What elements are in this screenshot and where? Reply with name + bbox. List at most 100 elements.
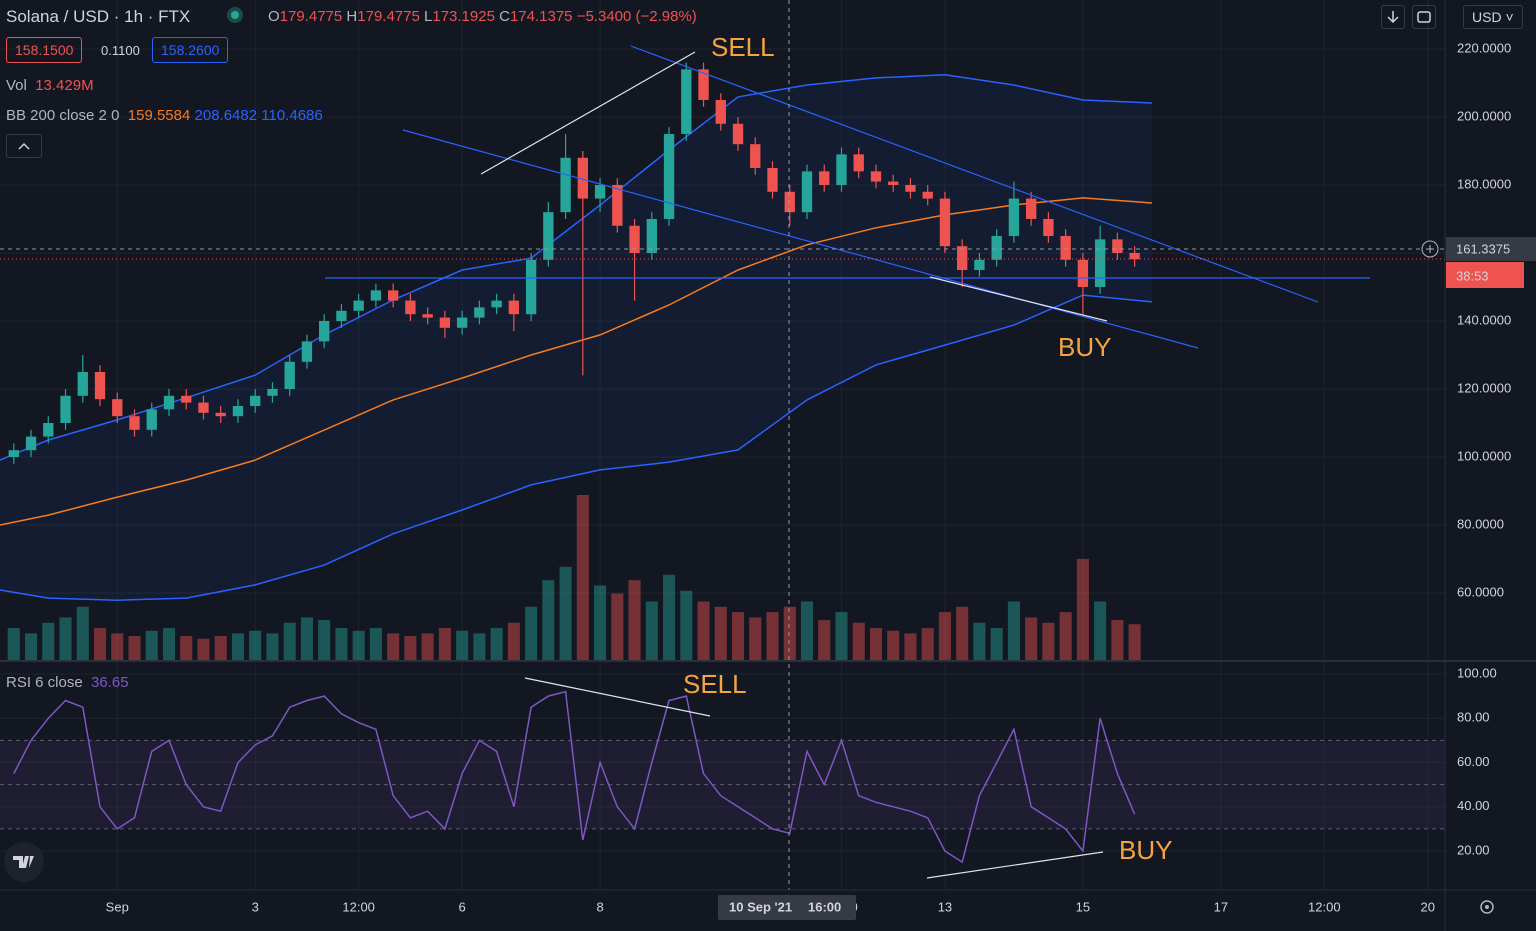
divergence-line: [480, 51, 696, 175]
candle-body: [60, 395, 71, 423]
drawings: SELL BUY SELL BUY: [325, 32, 1370, 879]
rsi-tick-label: 60.00: [1457, 754, 1490, 769]
volume-bar: [456, 630, 469, 660]
candle-body: [974, 259, 985, 270]
candle-body: [77, 371, 88, 396]
o-label: O: [268, 8, 280, 25]
download-button[interactable]: [1381, 5, 1405, 29]
candles: [8, 62, 1140, 464]
candle-body: [888, 181, 899, 185]
candle-body: [681, 69, 692, 134]
fullscreen-icon: [1417, 11, 1431, 23]
crosshair-time: 16:00: [808, 899, 841, 914]
x-tick-label: Sep: [106, 899, 129, 914]
candle-body: [94, 371, 106, 400]
annotation: BUY: [1058, 332, 1111, 362]
candle-body: [284, 361, 295, 389]
interval: 1h: [124, 7, 144, 26]
volume-bar: [783, 606, 796, 660]
candle-body: [387, 290, 399, 301]
last-price-box: [1446, 262, 1524, 288]
volume-bar: [594, 585, 607, 660]
download-icon: [1387, 11, 1399, 24]
close: 174.1375: [509, 8, 573, 25]
symbol: Solana / USD: [6, 7, 109, 26]
volume-bar: [1076, 558, 1089, 660]
market-status[interactable]: [227, 7, 243, 23]
candle-body: [577, 157, 589, 199]
band-fill: [0, 74, 1152, 601]
candle-body: [422, 314, 433, 318]
volume-bar: [404, 636, 417, 660]
volume-bar: [438, 628, 451, 660]
volume-bar: [507, 622, 520, 660]
axis-labels: 161.3375 38:53 10 Sep '21 16:00: [4, 237, 1536, 920]
spread: 0.1100: [101, 43, 140, 58]
settings-button[interactable]: [1480, 900, 1494, 914]
currency-dropdown[interactable]: USD ˅: [1463, 5, 1523, 29]
candle-body: [112, 399, 123, 417]
fullscreen-button[interactable]: [1412, 5, 1436, 29]
divergence-line: [929, 276, 1108, 322]
volume-bar: [749, 617, 762, 660]
currency: USD: [1472, 9, 1502, 25]
bb-label: BB 200 close 2 0: [6, 107, 120, 124]
bb-legend: BB 200 close 2 0 159.5584 208.6482 110.4…: [6, 107, 323, 124]
volume-bar: [663, 574, 676, 660]
countdown: 38:53: [1456, 268, 1489, 283]
candle-body: [629, 225, 640, 253]
candle-body: [750, 144, 761, 168]
volume-bar: [697, 601, 710, 660]
y-tick-label: 220.0000: [1457, 40, 1511, 55]
rsi-label: RSI 6 close: [6, 674, 83, 691]
volume-bar: [473, 633, 486, 660]
volume-bar: [421, 633, 434, 660]
x-tick-label: 3: [252, 899, 259, 914]
candle-body: [456, 317, 468, 328]
candle-body: [715, 99, 726, 124]
low: 173.1925: [432, 8, 495, 25]
candle-body: [232, 405, 244, 417]
candle-body: [43, 422, 54, 437]
collapse-icon: [18, 142, 30, 150]
volume-bar: [111, 633, 124, 660]
volume-bar: [1042, 622, 1055, 660]
y-tick-label: 140.0000: [1457, 312, 1511, 327]
volume-bar: [956, 606, 969, 660]
status-dot: [231, 11, 239, 19]
candle-body: [491, 300, 502, 308]
annotation: SELL: [683, 669, 747, 699]
x-tick-label: 20: [1421, 899, 1435, 914]
candle-body: [250, 395, 261, 406]
volume-bar: [180, 636, 193, 660]
bb-upper: 208.6482: [194, 107, 258, 124]
candle-body: [474, 307, 485, 318]
volume-bar: [231, 633, 244, 660]
volume-bar: [369, 628, 382, 660]
rsi-line: [13, 690, 1136, 864]
volume-bar: [800, 601, 814, 660]
candle-body: [870, 171, 882, 182]
buy-button[interactable]: 158.2600: [152, 37, 229, 63]
add-icon: [1426, 245, 1434, 253]
volume-bar: [1111, 620, 1124, 660]
sell-button[interactable]: 158.1500: [6, 37, 83, 63]
collapse-button[interactable]: [6, 134, 42, 158]
candle-body: [163, 395, 175, 410]
band-upper: [0, 74, 1152, 461]
candle-body: [646, 218, 657, 253]
candle-body: [198, 402, 209, 413]
volume-bar: [197, 638, 210, 660]
candle-body: [939, 198, 951, 247]
volume-bar: [490, 628, 503, 660]
y-tick-label: 200.0000: [1457, 108, 1511, 123]
volume-legend: Vol 13.429M: [6, 77, 94, 94]
y-tick-label: 60.0000: [1457, 584, 1504, 599]
candle-body: [353, 300, 364, 311]
volume-bar: [283, 622, 296, 660]
divergence-line: [926, 851, 1104, 879]
volume-bar: [335, 628, 348, 660]
candle-body: [301, 341, 313, 362]
crosshair-time-box: [718, 895, 856, 920]
